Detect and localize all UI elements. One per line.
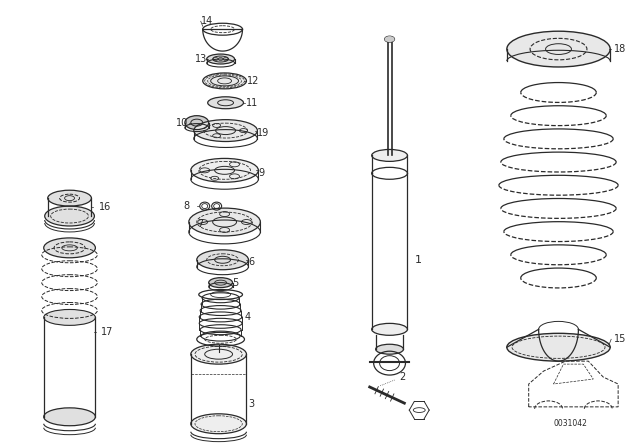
Text: 19: 19 (257, 128, 269, 138)
Ellipse shape (48, 190, 92, 206)
Ellipse shape (376, 344, 403, 354)
Ellipse shape (44, 310, 95, 325)
Ellipse shape (194, 120, 257, 142)
Text: 8: 8 (184, 201, 190, 211)
Ellipse shape (507, 333, 610, 361)
Ellipse shape (372, 150, 408, 161)
Text: 13: 13 (195, 54, 207, 64)
Ellipse shape (372, 323, 408, 335)
Ellipse shape (189, 208, 260, 236)
Ellipse shape (507, 31, 610, 67)
Ellipse shape (203, 73, 246, 89)
Text: 0031042: 0031042 (554, 419, 588, 428)
Ellipse shape (196, 250, 248, 270)
Text: 4: 4 (244, 312, 251, 322)
Text: 3: 3 (248, 399, 255, 409)
Text: 9: 9 (259, 168, 264, 178)
Text: 5: 5 (232, 278, 239, 288)
Ellipse shape (207, 54, 234, 64)
Text: 17: 17 (101, 327, 114, 337)
Text: 12: 12 (246, 76, 259, 86)
Ellipse shape (44, 408, 95, 426)
Ellipse shape (191, 159, 259, 182)
Ellipse shape (209, 278, 232, 288)
Text: 1: 1 (415, 255, 421, 265)
Text: 7: 7 (196, 219, 203, 229)
Ellipse shape (191, 344, 246, 364)
Text: 16: 16 (99, 202, 111, 212)
Ellipse shape (385, 36, 394, 42)
Text: 10: 10 (176, 118, 188, 128)
Ellipse shape (45, 206, 95, 226)
Text: 15: 15 (614, 334, 627, 344)
Ellipse shape (185, 116, 209, 129)
Text: 2: 2 (399, 372, 406, 382)
Text: 14: 14 (201, 16, 213, 26)
Ellipse shape (191, 414, 246, 434)
Text: 18: 18 (614, 44, 627, 54)
Text: 6: 6 (248, 257, 255, 267)
Ellipse shape (208, 97, 243, 109)
Text: 11: 11 (246, 98, 258, 108)
Ellipse shape (44, 238, 95, 258)
